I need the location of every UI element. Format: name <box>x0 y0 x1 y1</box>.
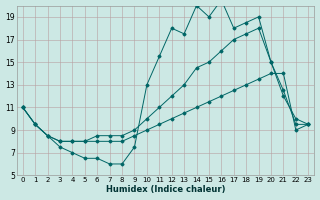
X-axis label: Humidex (Indice chaleur): Humidex (Indice chaleur) <box>106 185 225 194</box>
